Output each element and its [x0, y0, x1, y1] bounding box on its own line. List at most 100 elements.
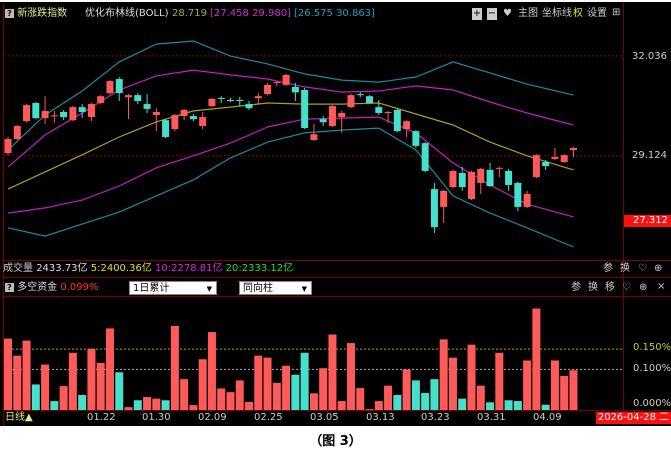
fund-bar — [356, 388, 365, 410]
candle-down — [134, 95, 142, 101]
volume-param-button[interactable]: 参 — [603, 263, 613, 274]
fund-bar — [235, 380, 244, 410]
date-tick: 01.22 — [87, 412, 116, 423]
candle-up — [560, 155, 568, 162]
fund-move-button[interactable]: 移 — [605, 282, 615, 293]
expand-icon[interactable]: ⊞ — [612, 7, 621, 18]
rights-button[interactable]: 权 — [573, 8, 583, 19]
dropdown-arrow-icon: ▼ — [301, 285, 307, 293]
candle-down — [291, 86, 299, 93]
ref-label-150: 0.150% — [633, 342, 671, 353]
fund-bar — [569, 370, 578, 410]
divider — [3, 296, 671, 297]
help-icon[interactable]: ? — [5, 9, 14, 18]
fund-bar — [180, 379, 189, 410]
fund-bar — [170, 326, 179, 410]
indicator-name[interactable]: 优化布林线(BOLL) — [85, 8, 169, 19]
fund-bar — [22, 340, 31, 410]
candle-up — [569, 147, 577, 150]
date-tick: 02.09 — [198, 412, 227, 423]
candle-down — [226, 99, 234, 101]
fund-bar — [245, 401, 254, 410]
fund-bar — [448, 357, 457, 410]
candle-up — [468, 171, 475, 200]
volume-switch-button[interactable]: 换 — [620, 263, 630, 274]
fund-bar — [365, 409, 374, 411]
candle-up — [41, 110, 49, 119]
fund-value: 0.099% — [60, 282, 99, 293]
fund-bar — [402, 369, 411, 410]
fund-bar — [13, 355, 22, 410]
chart-canvas[interactable] — [0, 2, 671, 426]
fund-bar — [124, 407, 133, 410]
accumulate-select[interactable]: 1日累计 ▼ — [129, 281, 217, 295]
fund-bar — [50, 401, 59, 410]
fund-bar — [393, 394, 402, 410]
price-label-top: 32.036 — [632, 51, 667, 62]
fund-bar — [115, 372, 124, 410]
divider — [3, 410, 671, 411]
main-chart-button[interactable]: 主图 — [518, 8, 538, 19]
dropdown-arrow-icon: ▼ — [206, 285, 212, 293]
candle-up — [264, 84, 272, 95]
period-toggle[interactable]: 日线▲ — [5, 412, 33, 423]
boll-outer-upper-line — [7, 40, 574, 151]
fund-bar — [4, 338, 12, 410]
fund-bar — [68, 352, 77, 410]
fund-param-button[interactable]: 参 — [571, 282, 581, 293]
fund-bar — [319, 368, 328, 410]
help-icon[interactable]: ? — [5, 283, 14, 292]
favorite-heart-icon[interactable]: ♥ — [503, 8, 512, 19]
crosshair-button[interactable]: 坐标线 — [542, 8, 572, 19]
fund-close-icon[interactable]: × — [657, 281, 666, 292]
volume-zoom-icon[interactable]: ⊕ — [654, 263, 663, 274]
fund-bar — [198, 359, 207, 410]
fund-bar — [78, 394, 87, 410]
index-name: 新涨跌指数 — [17, 8, 68, 19]
ref-label-100: 0.100% — [633, 363, 671, 374]
fund-bar — [254, 355, 263, 410]
date-tick: 02.25 — [254, 412, 283, 423]
bar-mode-select-value: 同向柱 — [243, 283, 273, 294]
candle-up — [310, 134, 318, 141]
candle-down — [412, 131, 420, 146]
candle-up — [495, 167, 503, 169]
fund-bar — [346, 343, 355, 410]
date-tick: 01.30 — [142, 412, 171, 423]
fund-bar — [532, 308, 541, 410]
fund-bar — [31, 384, 40, 410]
figure-caption: （图 3） — [309, 434, 362, 449]
candle-up — [384, 111, 392, 113]
fund-zoom-icon[interactable]: ⊕ — [639, 282, 648, 293]
candle-up — [87, 104, 95, 118]
candle-down — [458, 172, 466, 188]
fund-bar — [421, 392, 430, 410]
candle-down — [32, 103, 40, 119]
zoom-out-button[interactable]: − — [487, 8, 497, 20]
boll-mid-line — [7, 102, 574, 190]
bar-mode-select[interactable]: 同向柱 ▼ — [239, 281, 312, 295]
fund-bar — [152, 398, 161, 410]
candle-up — [69, 107, 77, 121]
settings-button[interactable]: 设置 — [587, 8, 607, 19]
candle-up — [532, 155, 540, 178]
zoom-in-button[interactable]: + — [472, 8, 482, 20]
fund-bar — [328, 334, 337, 410]
candle-up — [4, 139, 12, 154]
fund-bar — [523, 360, 532, 410]
candle-down — [115, 79, 123, 94]
candle-down — [143, 104, 151, 109]
candle-down — [319, 119, 327, 123]
fund-switch-button[interactable]: 换 — [588, 282, 598, 293]
volume-legend: 成交量 2433.73亿 5:2400.36亿 10:2278.81亿 20:2… — [3, 263, 293, 275]
volume-value: 2433.73亿 — [36, 263, 88, 274]
candle-up — [338, 112, 346, 118]
fund-bar — [513, 401, 522, 410]
candle-up — [282, 74, 290, 85]
fund-legend: ? 多空资金 0.099% — [5, 282, 99, 294]
index-title[interactable]: ? 新涨跌指数 — [5, 8, 67, 20]
boll-outer-lower-line — [7, 127, 574, 248]
fund-heart-icon[interactable]: ♡ — [622, 282, 631, 293]
current-price-badge: 27.312 — [624, 215, 671, 227]
volume-heart-icon[interactable]: ♡ — [638, 263, 647, 274]
